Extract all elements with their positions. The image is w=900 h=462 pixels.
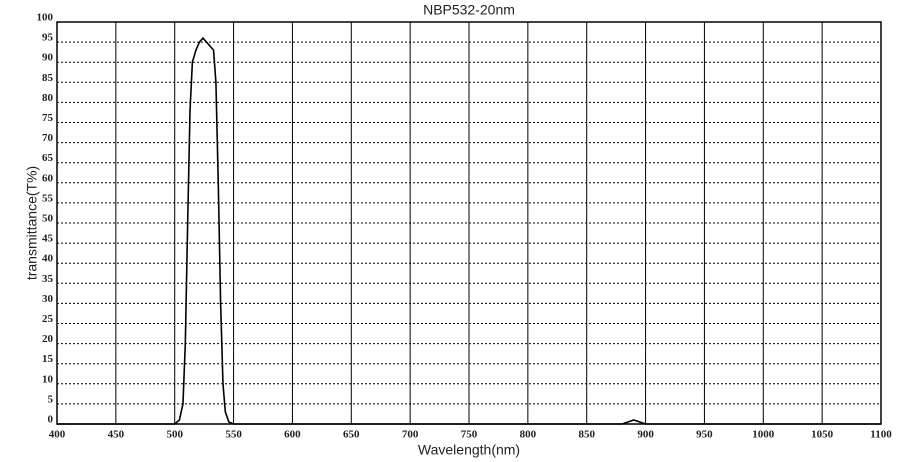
y-tick-label: 15 bbox=[42, 353, 54, 365]
y-tick-label: 0 bbox=[48, 414, 54, 426]
y-tick-label: 5 bbox=[48, 393, 54, 405]
x-tick-label: 1000 bbox=[752, 429, 775, 441]
x-tick-label: 550 bbox=[225, 429, 242, 441]
y-tick-label: 95 bbox=[42, 32, 54, 44]
x-tick-label: 650 bbox=[343, 429, 360, 441]
x-axis-label: Wavelength(nm) bbox=[418, 442, 520, 458]
x-tick-label: 700 bbox=[402, 429, 419, 441]
x-tick-label: 750 bbox=[461, 429, 478, 441]
x-tick-label: 850 bbox=[578, 429, 595, 441]
y-tick-label: 60 bbox=[42, 172, 54, 184]
y-tick-label: 20 bbox=[42, 333, 54, 345]
x-tick-label: 450 bbox=[108, 429, 125, 441]
y-axis-label: transmittance(T%) bbox=[24, 166, 40, 280]
chart-title: NBP532-20nm bbox=[423, 2, 515, 18]
x-tick-label: 900 bbox=[637, 429, 654, 441]
x-tick-label: 600 bbox=[284, 429, 301, 441]
x-tick-label: 800 bbox=[520, 429, 537, 441]
y-tick-label: 80 bbox=[42, 92, 54, 104]
y-tick-label: 25 bbox=[42, 313, 54, 325]
y-tick-label: 55 bbox=[42, 192, 54, 204]
x-tick-label: 1100 bbox=[870, 429, 892, 441]
y-tick-label: 100 bbox=[37, 12, 54, 24]
y-tick-label: 65 bbox=[42, 152, 54, 164]
x-tick-label: 1050 bbox=[811, 429, 834, 441]
y-tick-label: 45 bbox=[42, 233, 54, 245]
y-tick-label: 10 bbox=[42, 373, 54, 385]
y-tick-label: 70 bbox=[42, 132, 54, 144]
y-tick-label: 50 bbox=[42, 213, 54, 225]
y-tick-label: 40 bbox=[42, 253, 54, 265]
x-tick-label: 500 bbox=[166, 429, 183, 441]
y-tick-label: 90 bbox=[42, 52, 54, 64]
line-series bbox=[57, 36, 881, 425]
y-tick-label: 35 bbox=[42, 273, 54, 285]
y-tick-label: 30 bbox=[42, 293, 54, 305]
x-tick-label: 950 bbox=[696, 429, 713, 441]
x-tick-label: 400 bbox=[49, 429, 66, 441]
y-tick-label: 75 bbox=[42, 112, 54, 124]
y-tick-label: 85 bbox=[42, 72, 54, 84]
